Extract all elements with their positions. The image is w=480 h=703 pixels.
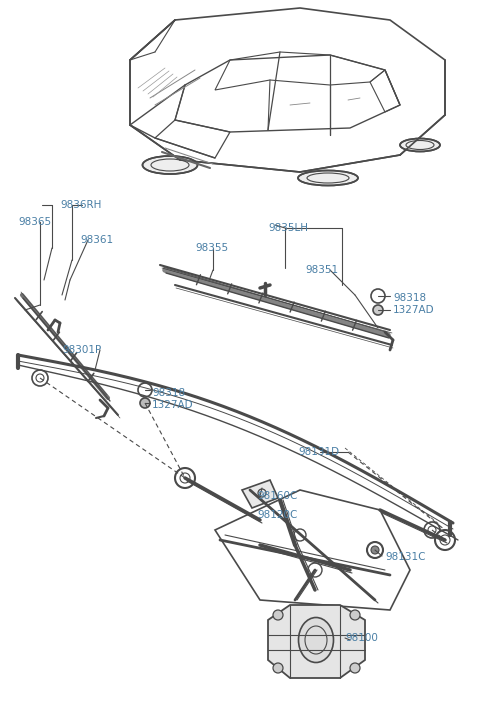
Text: 98100: 98100 [345,633,378,643]
Ellipse shape [298,171,358,186]
Circle shape [350,663,360,673]
Circle shape [294,529,306,541]
Text: 1327AD: 1327AD [152,400,193,410]
Circle shape [435,530,455,550]
Text: 98361: 98361 [80,235,113,245]
Text: 98131D: 98131D [298,447,339,457]
Circle shape [273,610,283,620]
Circle shape [32,370,48,386]
Text: 98365: 98365 [18,217,51,227]
Ellipse shape [400,138,440,152]
Text: 98355: 98355 [195,243,228,253]
Text: 98301P: 98301P [62,345,101,355]
Text: 98160C: 98160C [257,491,298,501]
Circle shape [424,522,440,538]
Ellipse shape [143,156,197,174]
Text: 9836RH: 9836RH [60,200,101,210]
Polygon shape [242,480,278,508]
Text: 98131C: 98131C [385,552,425,562]
Circle shape [273,663,283,673]
Polygon shape [268,605,365,678]
Circle shape [308,563,322,577]
Circle shape [371,546,379,554]
Circle shape [373,305,383,315]
Circle shape [367,542,383,558]
Text: 9835LH: 9835LH [268,223,308,233]
Circle shape [140,398,150,408]
Text: 98351: 98351 [305,265,338,275]
Text: 98318: 98318 [152,388,185,398]
Text: 98120C: 98120C [257,510,298,520]
Circle shape [350,610,360,620]
Text: 98318: 98318 [393,293,426,303]
Circle shape [175,468,195,488]
Text: 1327AD: 1327AD [393,305,434,315]
Ellipse shape [299,617,334,662]
